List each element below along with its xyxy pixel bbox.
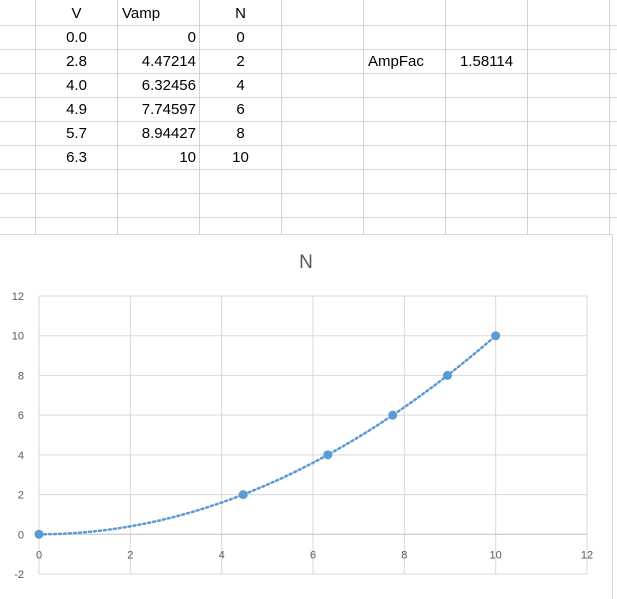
- x-tick-label: 10: [490, 549, 502, 561]
- cell-v[interactable]: 4.9: [66, 101, 87, 118]
- cell-v[interactable]: 2.8: [66, 53, 87, 70]
- data-point: [323, 450, 333, 460]
- ampfac-label-cell[interactable]: AmpFac: [368, 53, 424, 70]
- y-tick-label: 0: [18, 529, 24, 541]
- plot-gridlines: [38, 295, 588, 575]
- cell-vamp[interactable]: 7.74597: [141, 101, 196, 118]
- cell-n[interactable]: 8: [236, 125, 245, 142]
- cell-vamp[interactable]: 6.32456: [141, 77, 196, 94]
- chart-area[interactable]: N 0 2 4 6 8 10 12 -2 0 2 4 6 8 10 12: [0, 234, 613, 599]
- row-divider: [0, 97, 617, 98]
- cell-v[interactable]: 6.3: [66, 149, 87, 166]
- data-point: [34, 529, 44, 539]
- row-divider: [0, 217, 617, 218]
- y-tick-label: 4: [18, 450, 24, 462]
- cell-n[interactable]: 0: [236, 29, 245, 46]
- cell-n[interactable]: 4: [236, 77, 245, 94]
- cell-v[interactable]: 0.0: [66, 29, 87, 46]
- cell-vamp[interactable]: 8.94427: [141, 125, 196, 142]
- row-divider: [0, 193, 617, 194]
- x-tick-label: 0: [36, 549, 42, 561]
- scatter-plot: N 0 2 4 6 8 10 12 -2 0 2 4 6 8 10 12: [12, 252, 593, 581]
- cell-n[interactable]: 2: [236, 53, 245, 70]
- y-tick-label: 12: [12, 291, 24, 303]
- x-tick-label: 2: [127, 549, 133, 561]
- header-cell-v[interactable]: V: [71, 5, 82, 22]
- row-divider: [0, 25, 617, 26]
- cell-vamp[interactable]: 0: [187, 29, 196, 46]
- x-tick-label: 6: [310, 549, 316, 561]
- row-divider: [0, 121, 617, 122]
- data-point: [491, 331, 501, 341]
- y-tick-label: 6: [18, 410, 24, 422]
- chart-title: N: [299, 252, 313, 273]
- x-tick-label: 8: [401, 549, 407, 561]
- data-point: [442, 370, 452, 380]
- header-cell-n[interactable]: N: [235, 5, 246, 22]
- cell-v[interactable]: 5.7: [66, 125, 87, 142]
- y-tick-label: 8: [18, 370, 24, 382]
- row-divider: [0, 145, 617, 146]
- ampfac-value-cell[interactable]: 1.58114: [460, 53, 514, 70]
- data-point: [238, 490, 248, 500]
- cell-v[interactable]: 4.0: [66, 77, 87, 94]
- data-points: [34, 331, 501, 539]
- y-tick-label: 2: [18, 490, 24, 502]
- x-axis-ticks: 0 2 4 6 8 10 12: [36, 549, 593, 561]
- data-point: [388, 410, 398, 420]
- trendline: [37, 334, 497, 536]
- y-tick-label: -2: [14, 569, 24, 581]
- row-divider: [0, 169, 617, 170]
- y-axis-ticks: -2 0 2 4 6 8 10 12: [12, 291, 24, 581]
- header-cell-vamp[interactable]: Vamp: [122, 5, 161, 22]
- y-tick-label: 10: [12, 331, 24, 343]
- row-divider: [0, 49, 617, 50]
- x-tick-label: 4: [219, 549, 225, 561]
- cell-n[interactable]: 10: [232, 149, 249, 166]
- x-tick-label: 12: [581, 549, 593, 561]
- row-divider: [0, 73, 617, 74]
- cell-n[interactable]: 6: [236, 101, 245, 118]
- cell-vamp[interactable]: 10: [179, 149, 196, 166]
- cell-vamp[interactable]: 4.47214: [141, 53, 196, 70]
